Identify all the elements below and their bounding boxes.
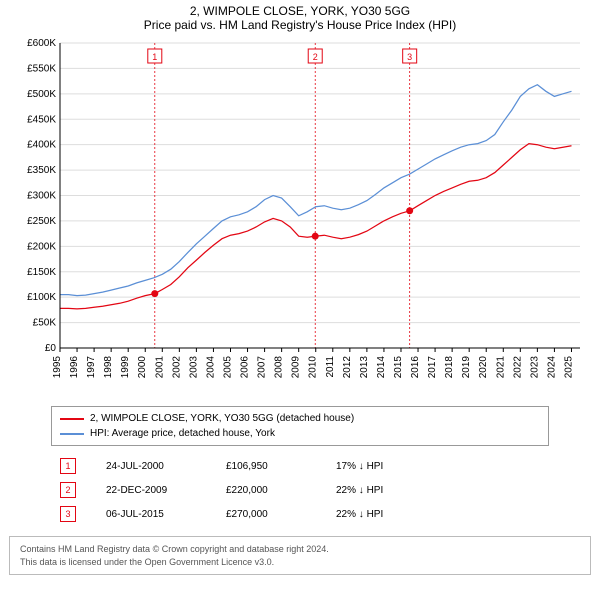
transaction-marker: 1 (60, 458, 76, 474)
svg-text:2008: 2008 (274, 356, 285, 379)
svg-text:1996: 1996 (69, 356, 80, 379)
svg-text:2007: 2007 (257, 356, 268, 379)
chart-plot: £0 £50K £100K £150K £200K £250K £300K £350K £400… (10, 38, 590, 398)
footnote: Contains HM Land Registry data © Crown c… (9, 536, 591, 575)
svg-text:3: 3 (407, 52, 412, 62)
transaction-date: 06-JUL-2015 (106, 509, 196, 520)
transaction-row: 2 22-DEC-2009 £220,000 22% ↓ HPI (60, 478, 540, 502)
chart-title-line2: Price paid vs. HM Land Registry's House … (0, 18, 600, 38)
footnote-line2: This data is licensed under the Open Gov… (20, 556, 580, 569)
svg-text:2024: 2024 (546, 356, 557, 379)
svg-text:£400K: £400K (27, 140, 56, 151)
svg-text:2019: 2019 (461, 356, 472, 379)
svg-text:2005: 2005 (222, 356, 233, 379)
svg-text:2012: 2012 (342, 356, 353, 379)
transaction-price: £220,000 (226, 485, 306, 496)
transaction-marker: 3 (60, 506, 76, 522)
svg-text:2000: 2000 (137, 356, 148, 379)
legend-label-price-paid: 2, WIMPOLE CLOSE, YORK, YO30 5GG (detach… (90, 411, 354, 426)
transactions-table: 1 24-JUL-2000 £106,950 17% ↓ HPI 2 22-DEC-200… (60, 454, 540, 526)
svg-text:2023: 2023 (529, 356, 540, 379)
svg-text:2001: 2001 (154, 356, 165, 379)
chart-title-line1: 2, WIMPOLE CLOSE, YORK, YO30 5GG (0, 0, 600, 18)
svg-text:1: 1 (152, 52, 157, 62)
svg-text:2017: 2017 (427, 356, 438, 379)
legend-row-series2: HPI: Average price, detached house, York (60, 426, 540, 441)
svg-text:2004: 2004 (205, 356, 216, 379)
svg-text:£200K: £200K (27, 241, 56, 252)
svg-text:2: 2 (313, 52, 318, 62)
svg-text:£50K: £50K (33, 318, 57, 329)
legend-label-hpi: HPI: Average price, detached house, York (90, 426, 275, 441)
svg-text:£250K: £250K (27, 216, 56, 227)
legend-swatch-hpi (60, 433, 84, 435)
svg-text:£100K: £100K (27, 292, 56, 303)
svg-text:2009: 2009 (291, 356, 302, 379)
transaction-date: 24-JUL-2000 (106, 461, 196, 472)
svg-text:£150K: £150K (27, 267, 56, 278)
svg-text:2010: 2010 (308, 356, 319, 379)
transaction-price: £270,000 (226, 509, 306, 520)
svg-text:2016: 2016 (410, 356, 421, 379)
transaction-date: 22-DEC-2009 (106, 485, 196, 496)
transaction-row: 1 24-JUL-2000 £106,950 17% ↓ HPI (60, 454, 540, 478)
legend-swatch-price-paid (60, 418, 84, 420)
svg-text:2021: 2021 (495, 356, 506, 379)
svg-text:£500K: £500K (27, 89, 56, 100)
transaction-price: £106,950 (226, 461, 306, 472)
svg-text:2015: 2015 (393, 356, 404, 379)
svg-text:1997: 1997 (86, 356, 97, 379)
svg-text:1999: 1999 (120, 356, 131, 379)
svg-text:2018: 2018 (444, 356, 455, 379)
transaction-marker: 2 (60, 482, 76, 498)
svg-text:£0: £0 (45, 343, 57, 354)
svg-text:£600K: £600K (27, 38, 56, 49)
chart-container: 2, WIMPOLE CLOSE, YORK, YO30 5GG Price p… (0, 0, 600, 590)
svg-text:2022: 2022 (512, 356, 523, 379)
svg-text:£300K: £300K (27, 191, 56, 202)
transaction-row: 3 06-JUL-2015 £270,000 22% ↓ HPI (60, 502, 540, 526)
svg-text:2013: 2013 (359, 356, 370, 379)
transaction-pct-vs-hpi: 22% ↓ HPI (336, 485, 416, 496)
svg-text:2025: 2025 (563, 356, 574, 379)
svg-text:£550K: £550K (27, 63, 56, 74)
svg-text:2006: 2006 (240, 356, 251, 379)
svg-text:£450K: £450K (27, 114, 56, 125)
svg-text:2014: 2014 (376, 356, 387, 379)
svg-text:1998: 1998 (103, 356, 114, 379)
svg-text:£350K: £350K (27, 165, 56, 176)
legend-row-series1: 2, WIMPOLE CLOSE, YORK, YO30 5GG (detach… (60, 411, 540, 426)
transaction-pct-vs-hpi: 17% ↓ HPI (336, 461, 416, 472)
transaction-pct-vs-hpi: 22% ↓ HPI (336, 509, 416, 520)
footnote-line1: Contains HM Land Registry data © Crown c… (20, 543, 580, 556)
chart-legend: 2, WIMPOLE CLOSE, YORK, YO30 5GG (detach… (51, 406, 549, 446)
svg-text:2002: 2002 (171, 356, 182, 379)
svg-text:2003: 2003 (188, 356, 199, 379)
svg-text:1995: 1995 (52, 356, 63, 379)
svg-text:2020: 2020 (478, 356, 489, 379)
svg-text:2011: 2011 (325, 356, 336, 378)
